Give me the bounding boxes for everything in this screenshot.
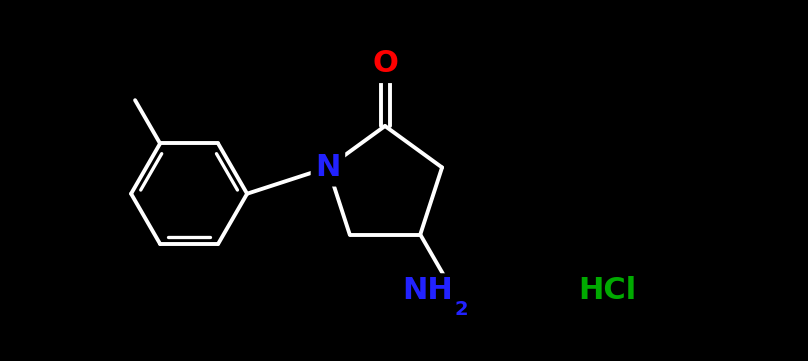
Text: NH: NH — [402, 276, 452, 305]
Text: HCl: HCl — [579, 276, 637, 305]
Text: 2: 2 — [455, 300, 469, 319]
Text: O: O — [372, 49, 398, 78]
Text: N: N — [315, 153, 341, 182]
